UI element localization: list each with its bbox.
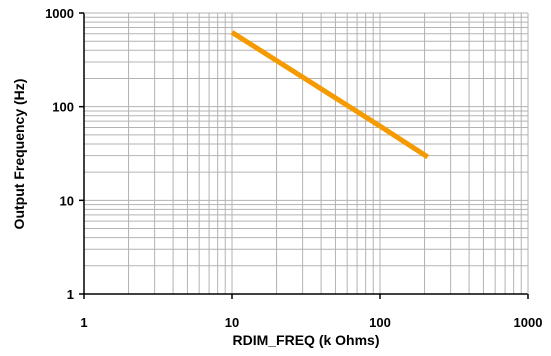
axes [79,12,529,299]
x-tick-label: 10 [225,315,239,330]
x-tick-label: 100 [369,315,391,330]
grid-lines [84,13,528,294]
y-tick-labels: 1 10 100 1000 [45,6,74,302]
y-tick-label: 1 [67,287,74,302]
y-axis-label: Output Frequency (Hz) [11,79,27,230]
y-tick-label: 1000 [45,6,74,21]
series-line [230,30,430,160]
x-tick-label: 1 [80,315,87,330]
x-tick-label: 1000 [514,315,543,330]
x-axis-label: RDIM_FREQ (k Ohms) [232,332,379,348]
series-layer [230,30,430,160]
y-tick-label: 10 [60,193,74,208]
y-tick-label: 100 [52,100,74,115]
x-tick-labels: 1 10 100 1000 [80,315,542,330]
